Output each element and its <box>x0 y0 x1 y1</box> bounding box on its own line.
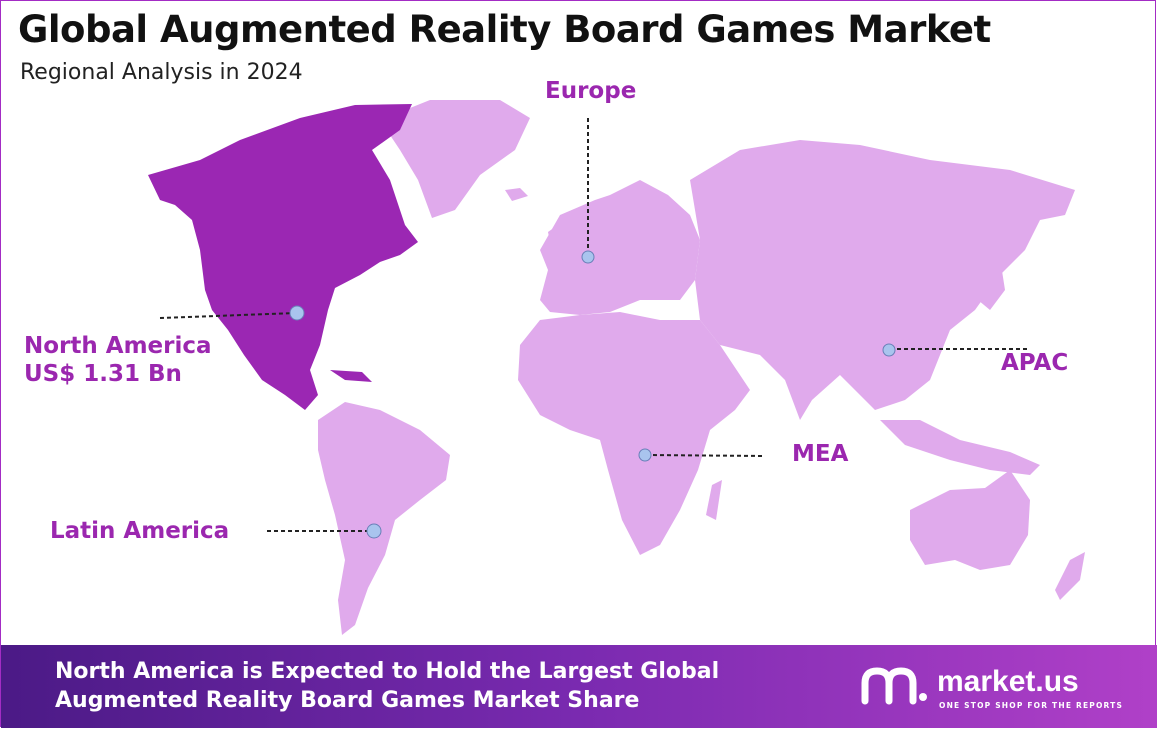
japan-shape <box>978 258 1005 310</box>
latin-america-marker <box>366 523 382 539</box>
new-zealand-shape <box>1055 552 1085 600</box>
north-america-label: North America US$ 1.31 Bn <box>24 332 212 388</box>
caribbean-shape <box>330 370 372 382</box>
brand-logo: market.us ONE STOP SHOP FOR THE REPORTS <box>859 663 1139 713</box>
north-america-marker <box>289 305 305 321</box>
europe-label: Europe <box>545 78 637 104</box>
sea-islands-shape <box>880 420 1040 475</box>
market-us-logo-icon <box>861 667 927 705</box>
apac-label: APAC <box>1001 350 1069 376</box>
iceland-shape <box>505 188 528 201</box>
mea-leader-line <box>645 454 766 457</box>
north-america-leader-line <box>159 312 298 319</box>
europe-shape <box>540 180 700 315</box>
apac-marker <box>882 343 896 357</box>
mea-marker <box>638 448 652 462</box>
greenland-shape <box>380 100 530 218</box>
footer-banner: North America is Expected to Hold the La… <box>1 645 1157 728</box>
footer-statement: North America is Expected to Hold the La… <box>55 657 719 715</box>
latin-america-label: Latin America <box>50 518 230 544</box>
footer-line-2: Augmented Reality Board Games Market Sha… <box>55 688 640 713</box>
latin-america-shape <box>318 402 450 635</box>
africa-shape <box>518 312 750 555</box>
asia-shape <box>690 140 1075 420</box>
footer-line-1: North America is Expected to Hold the La… <box>55 659 720 684</box>
north-america-name: North America <box>24 333 212 359</box>
uk-shape <box>548 222 566 252</box>
brand-tagline: ONE STOP SHOP FOR THE REPORTS <box>939 701 1124 710</box>
brand-name: market.us <box>937 665 1079 698</box>
chart-title: Global Augmented Reality Board Games Mar… <box>18 8 991 51</box>
madagascar-shape <box>706 480 722 520</box>
europe-marker <box>581 250 595 264</box>
australia-shape <box>910 470 1030 570</box>
north-america-shape <box>148 104 418 410</box>
mea-label: MEA <box>792 441 849 467</box>
chart-subtitle: Regional Analysis in 2024 <box>20 60 303 85</box>
north-america-value: US$ 1.31 Bn <box>24 361 182 387</box>
